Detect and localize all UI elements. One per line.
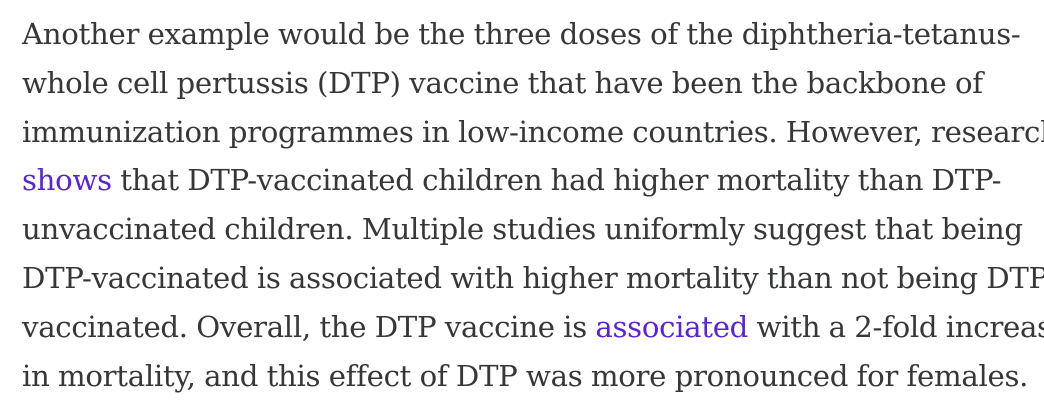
paragraph-text: that DTP-vaccinated children had higher … [111,163,1002,198]
paragraph-line: in mortality, and this effect of DTP was… [22,358,1029,393]
paragraph-line: unvaccinated children. Multiple studies … [22,212,1023,247]
paragraph-text: vaccinated. Overall, the DTP vaccine is [22,309,596,344]
article-paragraph: Another example would be the three doses… [22,10,1044,400]
paragraph-line: immunization programmes in low-income co… [22,114,1044,149]
paragraph-line: vaccinated. Overall, the DTP vaccine is … [22,303,1044,352]
paragraph-line: whole cell pertussis (DTP) vaccine that … [22,65,983,100]
shows-link[interactable]: shows [22,163,112,198]
paragraph-text: with a 2-fold increase [748,309,1044,344]
paragraph-line: shows that DTP-vaccinated children had h… [22,156,1038,205]
paragraph-line: Another example would be the three doses… [22,17,1021,51]
paragraph-line: DTP-vaccinated is associated with higher… [22,260,1044,295]
associated-link[interactable]: associated [595,309,749,344]
